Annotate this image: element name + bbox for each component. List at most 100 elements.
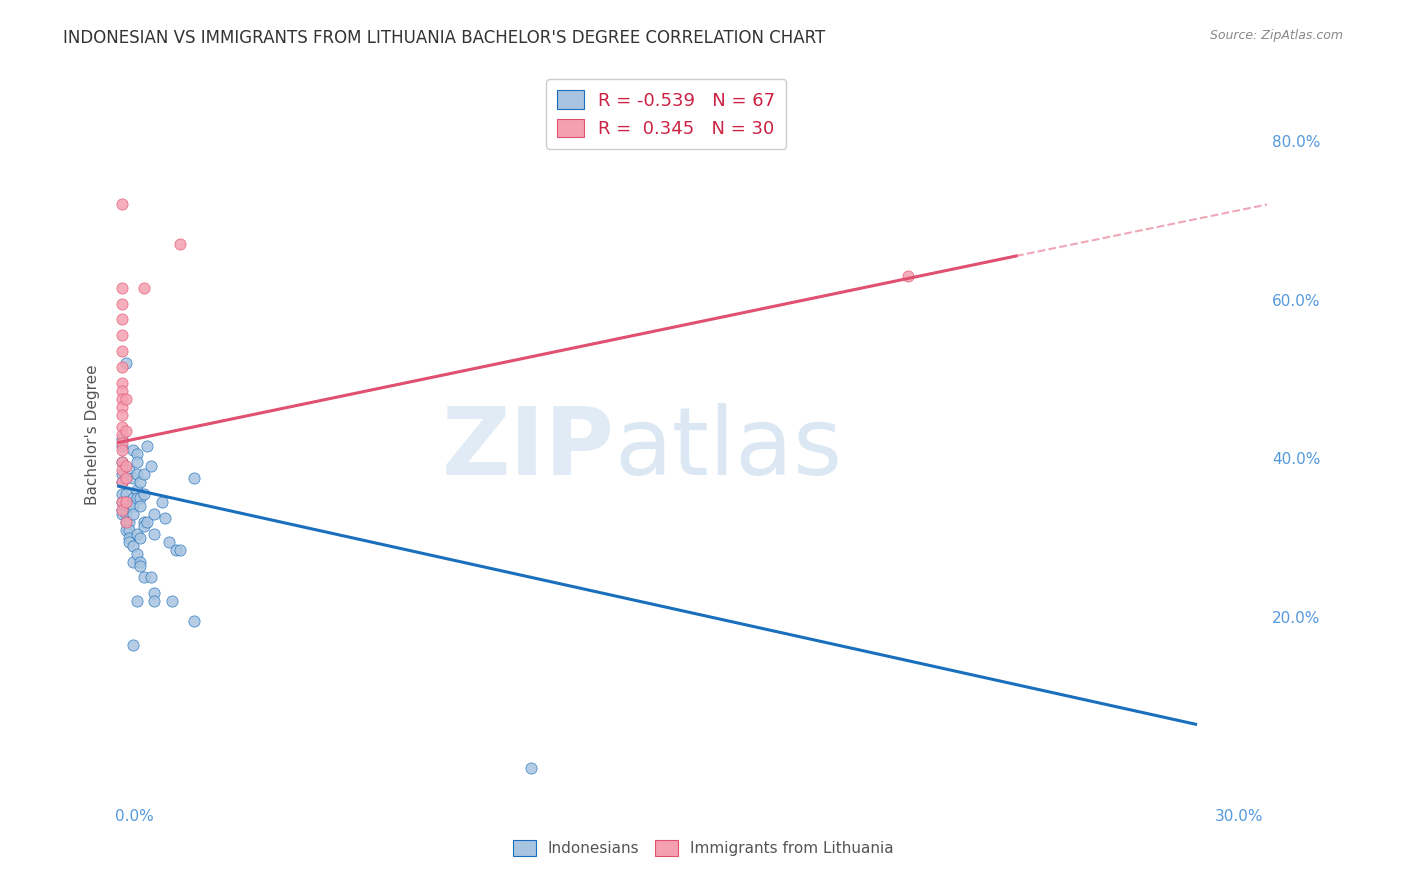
Text: INDONESIAN VS IMMIGRANTS FROM LITHUANIA BACHELOR'S DEGREE CORRELATION CHART: INDONESIAN VS IMMIGRANTS FROM LITHUANIA … (63, 29, 825, 46)
Point (157, 534, 180, 549)
Point (143, 507, 166, 521)
Point (139, 570, 162, 584)
Point (122, 499, 145, 513)
Point (125, 455, 148, 469)
Legend: R = -0.539   N = 67, R =  0.345   N = 30: R = -0.539 N = 67, R = 0.345 N = 30 (546, 79, 786, 149)
Point (114, 356, 136, 370)
Point (111, 463, 134, 477)
Point (114, 515, 136, 529)
Point (132, 467, 155, 482)
Point (122, 638, 145, 652)
Point (111, 312, 134, 326)
Point (111, 408, 134, 422)
Point (125, 594, 148, 608)
Point (162, 594, 184, 608)
Point (132, 570, 155, 584)
Point (111, 503, 134, 517)
Point (150, 495, 173, 509)
Point (129, 499, 152, 513)
Point (165, 542, 187, 557)
Point (111, 440, 134, 454)
Point (111, 495, 134, 509)
Point (125, 483, 148, 497)
Point (129, 555, 152, 569)
Point (111, 487, 134, 501)
Point (111, 328, 134, 343)
Point (122, 507, 145, 521)
Point (122, 539, 145, 553)
Point (125, 491, 148, 505)
Text: Source: ZipAtlas.com: Source: ZipAtlas.com (1209, 29, 1343, 42)
Point (114, 499, 136, 513)
Point (169, 237, 191, 252)
Text: 30.0%: 30.0% (1215, 809, 1264, 824)
Point (155, 511, 177, 525)
Point (129, 491, 152, 505)
Point (114, 471, 136, 485)
Point (111, 455, 134, 469)
Point (111, 507, 134, 521)
Point (122, 555, 145, 569)
Point (114, 487, 136, 501)
Point (111, 467, 134, 482)
Point (111, 376, 134, 390)
Point (111, 443, 134, 458)
Text: atlas: atlas (614, 403, 842, 495)
Point (111, 475, 134, 490)
Point (143, 526, 166, 541)
Point (114, 495, 136, 509)
Point (118, 499, 141, 513)
Point (114, 392, 136, 406)
Point (183, 471, 205, 485)
Point (114, 523, 136, 537)
Point (118, 523, 141, 537)
Point (111, 432, 134, 446)
Point (143, 594, 166, 608)
Point (132, 518, 155, 533)
Y-axis label: Bachelor's Degree: Bachelor's Degree (86, 364, 100, 505)
Point (897, 268, 920, 283)
Point (118, 515, 141, 529)
Legend: Indonesians, Immigrants from Lithuania: Indonesians, Immigrants from Lithuania (506, 834, 900, 862)
Point (125, 467, 148, 482)
Point (122, 471, 145, 485)
Point (114, 507, 136, 521)
Point (139, 459, 162, 474)
Point (132, 281, 155, 295)
Point (183, 614, 205, 628)
Point (111, 455, 134, 469)
Point (129, 531, 152, 545)
Point (125, 447, 148, 461)
Point (129, 475, 152, 490)
Point (111, 197, 134, 211)
Point (111, 495, 134, 509)
Text: ZIP: ZIP (441, 403, 614, 495)
Point (114, 515, 136, 529)
Point (125, 526, 148, 541)
Point (111, 435, 134, 450)
Point (114, 424, 136, 438)
Point (122, 491, 145, 505)
Point (136, 515, 159, 529)
Point (118, 531, 141, 545)
Point (114, 471, 136, 485)
Point (136, 440, 159, 454)
Point (129, 558, 152, 573)
Point (125, 547, 148, 561)
Text: 0.0%: 0.0% (115, 809, 153, 824)
Point (111, 344, 134, 359)
Point (114, 495, 136, 509)
Point (111, 475, 134, 490)
Point (111, 281, 134, 295)
Point (111, 296, 134, 310)
Point (169, 542, 191, 557)
Point (111, 392, 134, 406)
Point (111, 400, 134, 414)
Point (111, 384, 134, 398)
Point (132, 515, 155, 529)
Point (111, 360, 134, 375)
Point (122, 443, 145, 458)
Point (111, 427, 134, 442)
Point (111, 503, 134, 517)
Point (520, 761, 543, 775)
